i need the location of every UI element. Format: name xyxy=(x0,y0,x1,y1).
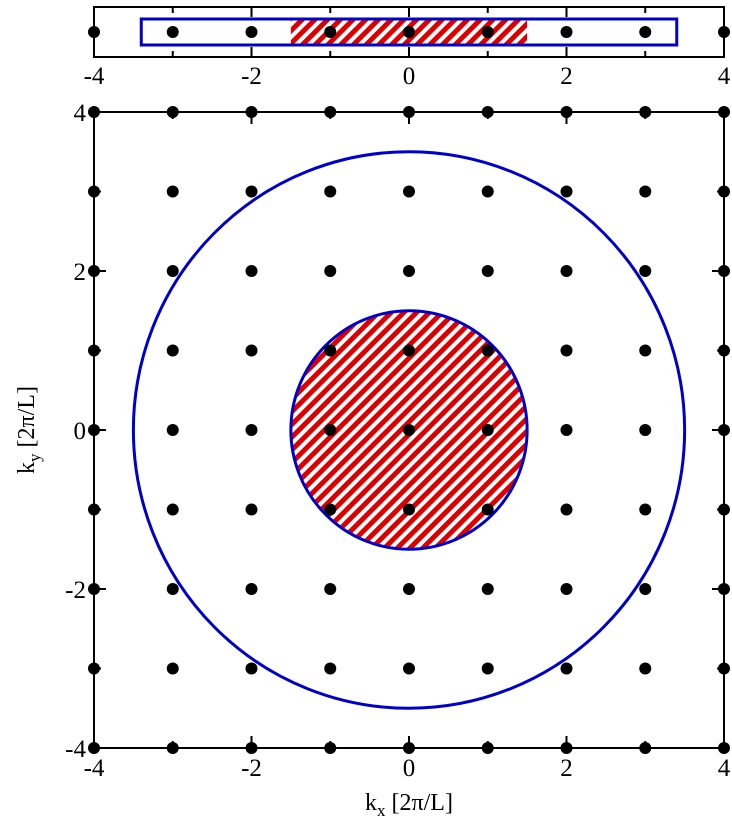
lattice-point xyxy=(245,185,258,198)
strip-x-tick-label: 0 xyxy=(403,63,416,90)
lattice-point xyxy=(639,344,652,357)
strip-lattice-point xyxy=(639,26,652,38)
lattice-point xyxy=(166,583,179,595)
lattice-point xyxy=(166,185,179,198)
lattice-point xyxy=(403,185,415,198)
lattice-point xyxy=(166,503,179,516)
x-tick-label: -4 xyxy=(84,755,105,782)
lattice-point xyxy=(481,662,494,675)
lattice-point xyxy=(639,662,652,675)
lattice-point xyxy=(481,583,494,595)
lattice-point xyxy=(560,344,573,357)
lattice-point xyxy=(245,344,258,357)
lattice-point xyxy=(560,503,573,516)
strip-lattice-point xyxy=(166,26,179,38)
lattice-point xyxy=(639,583,652,595)
strip-lattice-point xyxy=(560,26,573,38)
lattice-point xyxy=(639,185,652,198)
lattice-point xyxy=(245,583,258,595)
lattice-panel: -4-4 -2 -2 0 0 2 2 4 4 kx [2π/L] ky [2π/L] xyxy=(14,100,731,819)
strip-panel: -4 -2 0 2 4 xyxy=(84,6,731,90)
cutoff-circle xyxy=(131,150,687,710)
strip-x-tick-label: -4 xyxy=(84,63,105,90)
lattice-point xyxy=(324,503,337,516)
strip-x-tick-label: 2 xyxy=(560,63,573,90)
y-tick-label: -4 xyxy=(65,736,86,763)
lattice-point xyxy=(324,344,337,357)
lattice-point xyxy=(166,265,179,277)
lattice-point xyxy=(481,265,494,277)
lattice-point xyxy=(245,662,258,675)
lattice-point xyxy=(324,185,337,198)
lattice-point xyxy=(403,662,415,675)
lattice-point xyxy=(481,185,494,198)
lattice-point xyxy=(560,662,573,675)
lattice-point xyxy=(166,662,179,675)
lattice-point xyxy=(481,424,494,436)
x-tick-label: 4 xyxy=(718,755,731,782)
lattice-point xyxy=(403,503,415,516)
lattice-point xyxy=(324,265,337,277)
strip-outline-interval xyxy=(139,17,679,47)
x-tick-label: 0 xyxy=(403,755,416,782)
strip-lattice-point xyxy=(481,26,494,38)
lattice-point xyxy=(403,583,415,595)
lattice-point xyxy=(166,424,179,436)
y-tick-label: -2 xyxy=(65,577,86,604)
strip-lattice-point xyxy=(403,26,415,38)
x-axis-label: kx [2π/L] xyxy=(365,790,453,819)
lattice-point xyxy=(639,265,652,277)
strip-lattice-point xyxy=(324,26,337,38)
lattice-point xyxy=(324,424,337,436)
y-tick-label: 2 xyxy=(74,259,87,286)
lattice-point xyxy=(403,424,415,436)
lattice-point xyxy=(324,583,337,595)
lattice-point xyxy=(166,344,179,357)
lattice-point xyxy=(560,185,573,198)
lattice-point xyxy=(245,503,258,516)
y-tick-label: 0 xyxy=(74,418,87,445)
x-tick-label: 2 xyxy=(560,755,573,782)
lattice-point xyxy=(481,344,494,357)
strip-x-tick-label: 4 xyxy=(718,63,731,90)
strip-lattice-point xyxy=(245,26,258,38)
y-axis-label: ky [2π/L] xyxy=(14,386,44,474)
lattice-point xyxy=(639,424,652,436)
lattice-point xyxy=(403,265,415,277)
lattice-point xyxy=(245,265,258,277)
lattice-point xyxy=(245,424,258,436)
lattice-point xyxy=(324,662,337,675)
lattice-point xyxy=(639,503,652,516)
lattice-point xyxy=(560,424,573,436)
x-tick-label: -2 xyxy=(241,755,262,782)
y-tick-label: 4 xyxy=(74,100,87,127)
strip-x-tick-label: -2 xyxy=(241,63,262,90)
lattice-point xyxy=(560,583,573,595)
lattice-point xyxy=(403,344,415,357)
lattice-point xyxy=(560,265,573,277)
lattice-point xyxy=(481,503,494,516)
